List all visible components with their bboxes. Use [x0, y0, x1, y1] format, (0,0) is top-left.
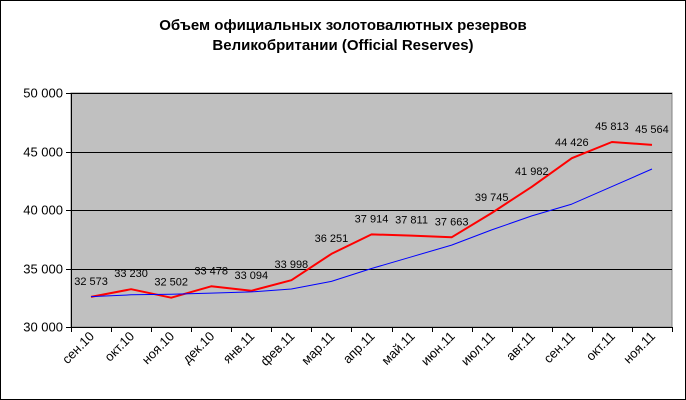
data-label: 32 573 — [74, 276, 108, 288]
series-group — [90, 141, 653, 299]
x-tick-label: фев.11 — [257, 329, 297, 369]
data-label: 37 663 — [435, 216, 469, 228]
x-tick-label: янв.11 — [220, 329, 258, 367]
data-label: 37 914 — [355, 213, 389, 225]
x-tick-label: июл.11 — [458, 329, 498, 369]
data-label: 36 251 — [315, 233, 349, 245]
trend-line — [90, 168, 653, 298]
data-label: 33 998 — [275, 259, 309, 271]
data-label: 33 230 — [114, 268, 148, 280]
data-label: 45 564 — [635, 124, 669, 136]
x-tick-label: сен.11 — [540, 329, 577, 366]
data-label: 44 426 — [555, 137, 589, 149]
data-label: 32 502 — [154, 277, 188, 289]
x-tick-label: окт.11 — [583, 329, 618, 364]
data-label: 33 478 — [194, 265, 228, 277]
y-tick-label: 35 000 — [23, 262, 63, 277]
y-tick-label: 30 000 — [23, 320, 63, 335]
x-tick-label: сен.10 — [59, 329, 97, 367]
chart-title-line1: Объем официальных золотовалютных резерво… — [159, 17, 527, 34]
x-tick-label: июн.11 — [418, 329, 458, 369]
data-label: 45 813 — [595, 121, 629, 133]
x-tick-label: ноя.10 — [139, 329, 178, 368]
y-tick-label: 40 000 — [23, 203, 63, 218]
x-tick-label: апр.11 — [340, 329, 378, 367]
x-tick-label: ноя.11 — [620, 329, 658, 367]
data-label: 37 811 — [395, 215, 428, 227]
data-label: 33 094 — [234, 270, 268, 282]
data-labels: 32 573 33 230 32 502 33 478 33 094 33 998 36 2… — [74, 121, 669, 289]
data-label: 41 982 — [515, 166, 549, 178]
x-tick-label: дек.10 — [179, 329, 217, 367]
x-tick-label: окт.10 — [101, 329, 137, 365]
y-tick-label: 50 000 — [23, 86, 63, 101]
x-tick-label: мар.11 — [298, 329, 337, 368]
x-tick-label: авг.11 — [503, 329, 538, 364]
chart-title: Объем официальных золотовалютных резерво… — [0, 16, 686, 56]
x-tick-label: май.11 — [378, 329, 417, 368]
y-tick-label: 45 000 — [23, 145, 63, 160]
chart-title-line2: Великобритании (Official Reserves) — [212, 37, 474, 54]
data-label: 39 745 — [475, 192, 509, 204]
